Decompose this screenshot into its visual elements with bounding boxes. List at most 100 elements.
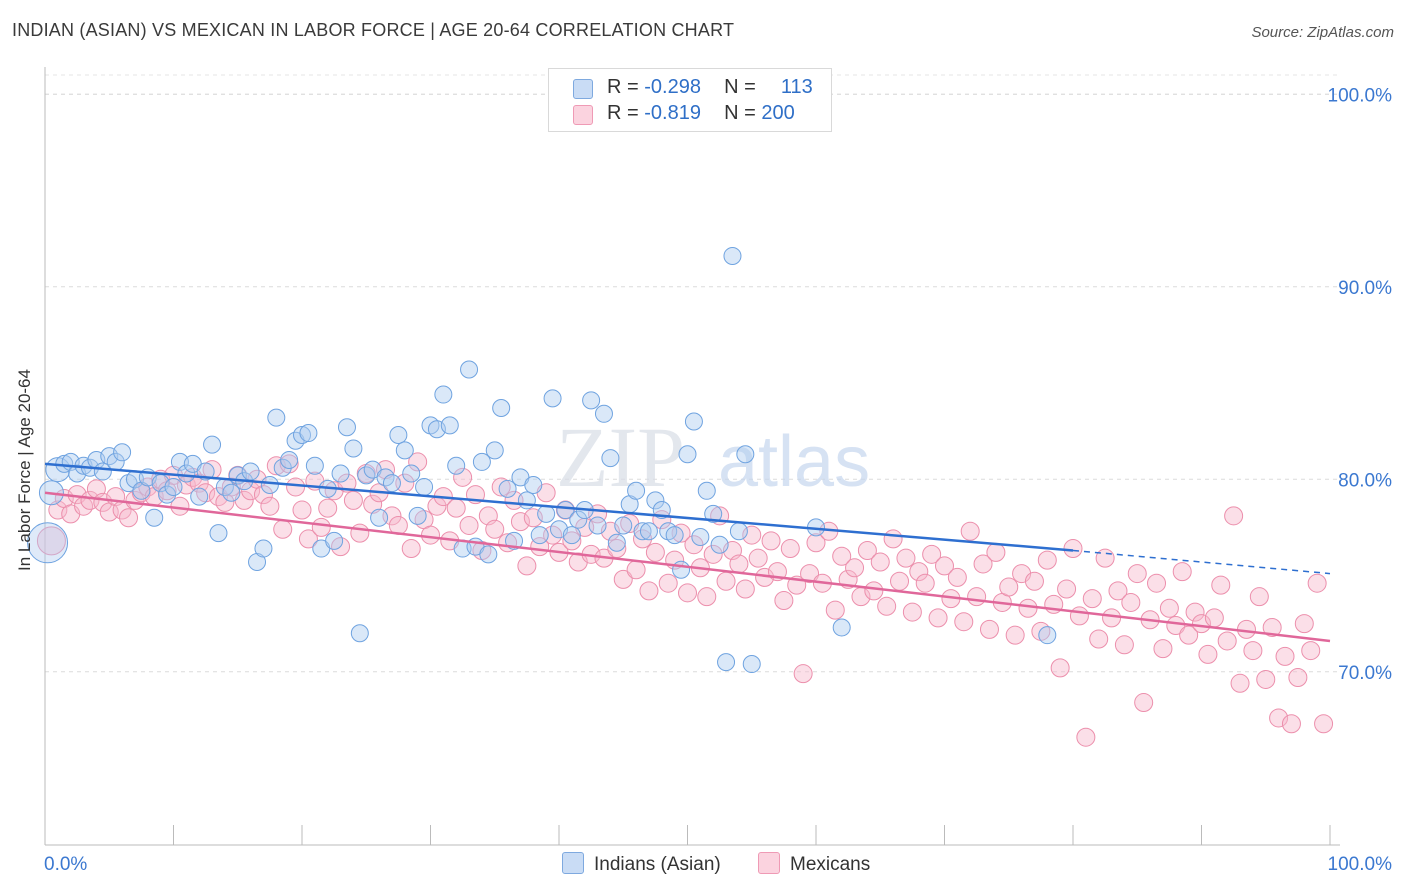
indians-point	[717, 653, 736, 672]
legend-r-value: -0.298	[644, 76, 701, 98]
mexicans-point	[1114, 635, 1134, 655]
indians-point	[530, 526, 549, 545]
indians-point	[158, 485, 177, 504]
mexicans-point	[253, 485, 273, 505]
indians-point	[832, 618, 851, 637]
indians-point	[569, 510, 588, 529]
mexicans-point	[986, 542, 1006, 562]
indians-point	[472, 452, 491, 471]
legend-n-value: 200	[761, 102, 795, 124]
mexicans-point	[1057, 579, 1077, 599]
mexicans-point	[1294, 614, 1314, 634]
indians-point	[415, 477, 434, 496]
indians-point	[164, 477, 183, 496]
mexicans-point	[999, 577, 1019, 597]
mexicans-point	[1172, 562, 1192, 582]
mexicans-point	[774, 591, 794, 611]
mexicans-point	[947, 567, 967, 587]
mexicans-point	[1243, 641, 1263, 661]
mexicans-point	[1082, 589, 1102, 609]
mexicans-point	[729, 554, 749, 574]
indians-point	[447, 456, 466, 475]
legend-r-label: R =	[607, 102, 639, 124]
mexicans-point	[350, 523, 370, 543]
mexicans-point	[857, 540, 877, 560]
mexicans-point	[1230, 673, 1250, 693]
mexicans-point	[510, 512, 530, 532]
mexicans-point	[1314, 714, 1334, 734]
mexicans-point	[902, 602, 922, 622]
mexicans-point	[1018, 598, 1038, 618]
indians-point	[177, 464, 196, 483]
indians-point	[665, 526, 684, 545]
mexicans-point	[973, 554, 993, 574]
tick-labels: 70.0% 80.0% 90.0% 100.0% 0.0% 100.0%	[44, 85, 1392, 875]
mexicans-point	[870, 552, 890, 572]
indians-point	[305, 456, 324, 475]
mexicans-point	[780, 539, 800, 559]
indians-point	[337, 418, 356, 437]
mexicans-point	[1153, 639, 1173, 659]
indians-point	[691, 528, 710, 546]
mexicans-point	[935, 556, 954, 576]
mexicans-point	[363, 494, 383, 514]
mexicans-point	[1037, 550, 1057, 570]
indians-point	[1038, 626, 1057, 645]
indians-point	[710, 535, 729, 554]
bottom-legend-indians: Indians (Asian)	[562, 852, 721, 876]
series-indians-asian	[27, 246, 1057, 674]
mexicans-point	[613, 569, 633, 589]
mexicans-point	[517, 556, 537, 576]
indians-point	[742, 655, 761, 674]
indians-point	[646, 491, 665, 510]
mexicans-point	[883, 529, 903, 549]
trend-lines	[44, 462, 1331, 643]
indians-point	[601, 449, 620, 468]
indians-point	[537, 504, 556, 523]
indians-point	[492, 399, 511, 418]
indians-point	[697, 481, 716, 500]
y-tick-label: 80.0%	[1338, 470, 1392, 491]
indians-point	[370, 508, 389, 527]
grid	[45, 74, 1340, 673]
legend-n-label: N =	[724, 76, 756, 98]
legend-swatch-mexicans	[573, 105, 593, 125]
mexicans-point	[421, 525, 440, 545]
indians-point	[273, 458, 292, 477]
indians-point	[627, 481, 646, 500]
indians-point	[190, 487, 209, 506]
mexicans-point	[298, 529, 318, 549]
mexicans-point	[119, 508, 139, 528]
indians-point	[672, 560, 691, 579]
mexicans-point	[735, 579, 755, 599]
mexicans-point	[832, 546, 852, 566]
mexicans-point	[1275, 646, 1295, 666]
indians-point	[408, 506, 427, 525]
mexicans-point	[922, 544, 942, 564]
indians-point	[209, 524, 228, 543]
mexicans-point	[658, 573, 678, 593]
indians-point	[382, 474, 401, 493]
mexicans-point	[967, 587, 987, 607]
indians-point	[331, 464, 350, 483]
indians-point	[607, 533, 626, 552]
mexicans-point	[1217, 631, 1237, 651]
mexicans-point	[678, 583, 697, 603]
mexicans-point	[915, 573, 935, 593]
indians-point	[498, 479, 517, 498]
watermark: ZIP atlas	[556, 409, 870, 505]
y-tick-label: 100.0%	[1328, 85, 1393, 106]
mexicans-point	[446, 498, 466, 518]
indians-point	[27, 522, 69, 564]
mexicans-point	[125, 490, 145, 510]
mexicans-point	[1024, 571, 1044, 591]
y-axis-label: In Labor Force | Age 20-64	[15, 369, 34, 571]
indians-point	[678, 445, 697, 464]
legend-swatch-indians	[573, 79, 593, 99]
indians-point	[440, 416, 459, 435]
indians-point	[588, 516, 607, 535]
mexicans-point	[401, 539, 421, 559]
mexicans-point	[1095, 548, 1115, 568]
mexicans-point	[845, 558, 865, 578]
